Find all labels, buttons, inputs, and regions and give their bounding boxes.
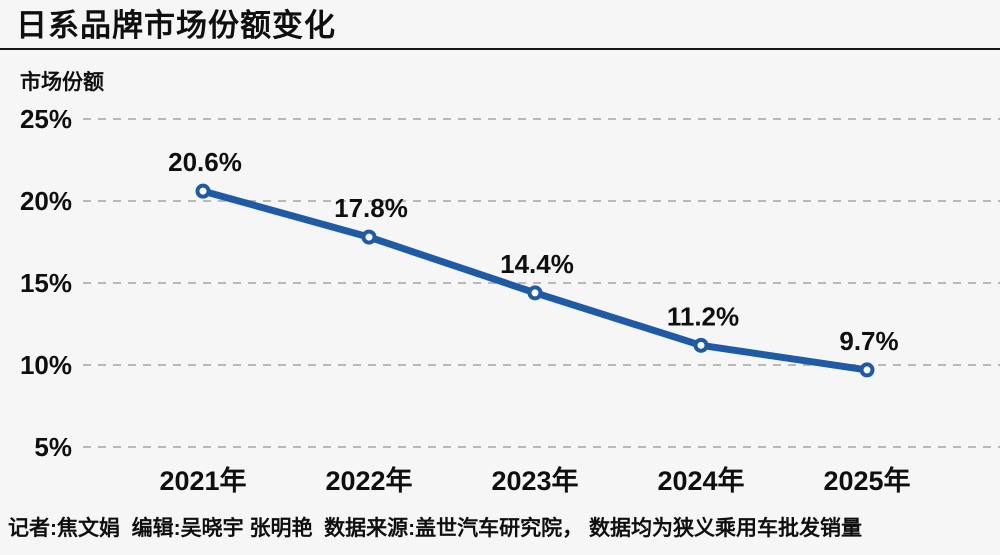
y-axis-tick-label: 15% — [20, 268, 72, 298]
data-point-label: 9.7% — [839, 326, 898, 356]
chart-title: 日系品牌市场份额变化 — [16, 8, 336, 43]
x-axis-tick-label: 2022年 — [325, 465, 412, 496]
x-axis-tick-label: 2025年 — [823, 465, 910, 496]
data-point-marker — [527, 285, 543, 301]
data-point-marker — [195, 183, 211, 199]
y-axis-tick-label: 5% — [34, 432, 72, 462]
data-point-label: 17.8% — [334, 193, 408, 223]
y-axis-tick-label: 25% — [20, 104, 72, 134]
data-point-label: 20.6% — [168, 147, 242, 177]
y-axis-tick-label: 20% — [20, 186, 72, 216]
data-point-label: 11.2% — [667, 301, 739, 331]
data-point-marker — [859, 362, 875, 378]
page-header: 日系品牌市场份额变化 — [0, 0, 1000, 50]
x-axis-tick-label: 2023年 — [491, 465, 578, 496]
data-line — [199, 187, 871, 374]
y-axis-title: 市场份额 — [20, 71, 104, 94]
x-axis-tick-label: 2024年 — [657, 465, 744, 496]
data-point-marker — [361, 229, 377, 245]
data-point-marker — [693, 337, 709, 353]
x-axis-tick-label: 2021年 — [159, 465, 246, 496]
data-point-label: 14.4% — [500, 249, 574, 279]
y-axis-tick-label: 10% — [20, 350, 72, 380]
credits-line: 记者:焦文娟 编辑:吴晓宇 张明艳 数据来源:盖世汽车研究院， 数据均为狭义乘用… — [8, 517, 862, 540]
